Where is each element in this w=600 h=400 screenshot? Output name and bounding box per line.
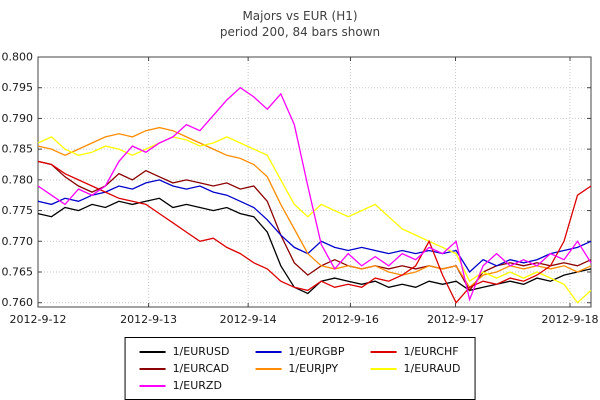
legend-line-sample	[255, 350, 282, 353]
y-tick-label: 0.770	[2, 235, 34, 248]
y-tick-label: 0.765	[2, 265, 34, 278]
x-tick-label: 2012-9-12	[10, 313, 67, 326]
legend-item-label: 1/EURJPY	[288, 362, 339, 375]
legend-item: 1/EURZD	[139, 379, 230, 392]
y-tick-label: 0.795	[2, 81, 34, 94]
plot-area: 0.800 0.795 0.790 0.785 0.780 0.775 0.770 0.765…	[2, 51, 599, 327]
series-line-1-EURGBP	[37, 179, 592, 274]
series-line-1-EURJPY	[37, 126, 592, 289]
x-tick-label: 2012-9-18	[542, 313, 599, 326]
x-tick-label: 2012-9-13	[120, 313, 177, 326]
x-tick-label: 2012-9-14	[220, 313, 277, 326]
legend-item: 1/EURUSD	[139, 345, 230, 358]
chart-title: Majors vs EUR (H1) period 200, 84 bars s…	[0, 8, 600, 40]
legend-item: 1/EURCHF	[370, 345, 460, 358]
x-tick-label: 2012-9-17	[427, 313, 484, 326]
legend-item-label: 1/EURCAD	[172, 362, 230, 375]
series-line-1-EURAUD	[37, 136, 592, 304]
legend-item: 1/EURJPY	[255, 362, 344, 375]
y-tick-label: 0.800	[2, 51, 34, 64]
y-tick-label: 0.785	[2, 143, 34, 156]
x-tick-label: 2012-9-16	[322, 313, 379, 326]
legend-line-sample	[139, 367, 166, 370]
legend-line-sample	[255, 367, 282, 370]
legend-line-sample	[370, 367, 397, 370]
chart-title-line2: period 200, 84 bars shown	[219, 25, 381, 39]
legend-item: 1/EURGBP	[255, 345, 344, 358]
legend-line-sample	[139, 384, 166, 387]
legend-line-sample	[370, 350, 397, 353]
y-tick-label: 0.790	[2, 112, 34, 125]
y-tick-label: 0.775	[2, 204, 34, 217]
legend-item-label: 1/EURAUD	[403, 362, 461, 375]
legend-line-sample	[139, 350, 166, 353]
series-line-1-EURZD	[37, 86, 592, 302]
legend-item-label: 1/EURUSD	[172, 345, 230, 358]
series-line-1-EURCAD	[37, 160, 592, 292]
chart-title-line1: Majors vs EUR (H1)	[242, 9, 358, 23]
legend-item: 1/EURCAD	[139, 362, 230, 375]
series-line-1-EURCHF	[37, 160, 592, 304]
legend-item-label: 1/EURGBP	[288, 345, 345, 358]
legend-item: 1/EURAUD	[370, 362, 460, 375]
plot-frame	[37, 56, 592, 308]
y-tick-label: 0.780	[2, 173, 34, 186]
legend: 1/EURUSD 1/EURGBP 1/EURCHF 1/EURCAD 1/EURJPY…	[124, 337, 476, 400]
legend-item-label: 1/EURCHF	[403, 345, 459, 358]
legend-item-label: 1/EURZD	[172, 379, 222, 392]
y-tick-label: 0.760	[2, 296, 34, 309]
